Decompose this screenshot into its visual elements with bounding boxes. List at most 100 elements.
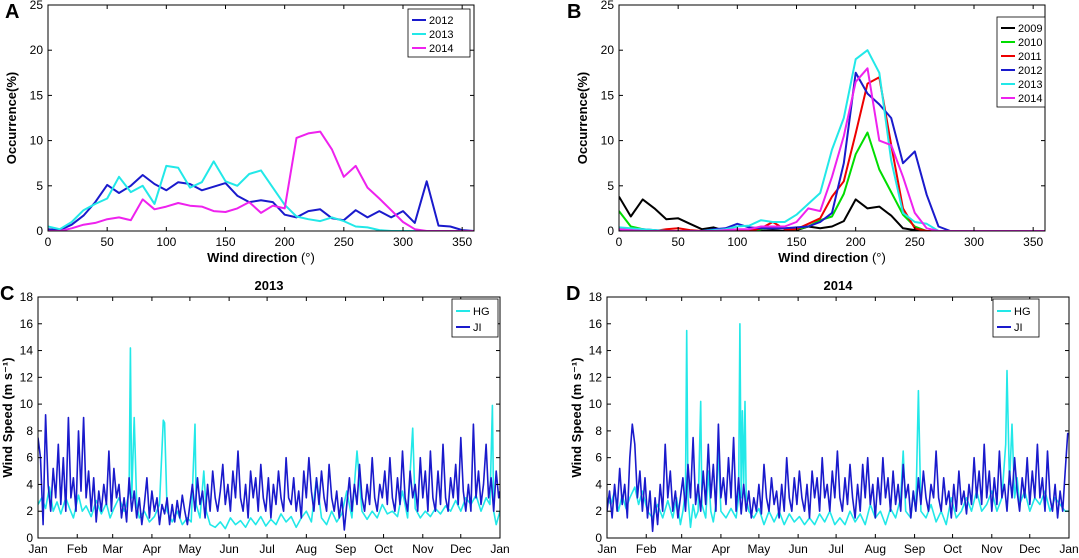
y-tick-label: 10 [601,134,615,148]
x-tick-label: 0 [45,235,52,249]
x-tick-label: Mar [671,542,692,556]
x-tick-label: Apr [143,542,162,556]
x-tick-label: Nov [412,542,433,556]
legend-box [451,298,499,338]
plot-area [38,347,500,531]
legend-label-2012: 2012 [1018,65,1042,77]
y-tick-label: 10 [20,397,34,411]
x-tick-label: Feb [67,542,88,556]
y-tick-label: 2 [595,504,602,518]
axes-frame [47,4,475,232]
panel-label: D [566,283,580,305]
y-tick-label: 4 [26,477,33,491]
panel-c: C 2013 Jan Feb Mar Apr May Jun Jul Aug Sep Oct Nov De… [0,278,510,556]
x-tick-label: 100 [156,235,176,249]
x-tick-label: Sep [335,542,357,556]
x-tick-label: Jan [28,542,47,556]
x-tick-label: Jan [1059,542,1078,556]
y-tick-label: 20 [30,43,44,57]
series-line-ji [607,423,1069,533]
y-tick-label: 0 [36,224,43,238]
legend-label-2009: 2009 [1018,23,1042,35]
x-tick-label: 250 [905,235,925,249]
y-tick-label: 6 [26,451,33,465]
series-line-2012 [619,71,1045,231]
x-tick-label: 0 [616,235,623,249]
axes-frame [37,296,501,539]
x-tick-label: 150 [215,235,235,249]
x-tick-label: Aug [865,542,886,556]
x-tick-label: Jul [259,542,274,556]
y-tick-label: 10 [589,397,603,411]
y-tick-label: 18 [589,290,603,304]
y-tick-label: 16 [20,317,34,331]
x-tick-label: Dec [450,542,471,556]
x-tick-label: Jun [788,542,807,556]
chart-title: 2013 [255,278,284,293]
legend-label-hg: HG [473,306,490,318]
x-tick-label: May [748,542,771,556]
x-tick-label: 50 [671,235,685,249]
y-axis-label: Occurrence(%) [4,72,19,164]
series-line-2014 [619,67,1045,231]
x-tick-label: 250 [334,235,354,249]
x-tick-label: 300 [393,235,413,249]
series-line-2010 [619,131,1045,231]
legend-label-2013: 2013 [1018,79,1042,91]
x-tick-label: Feb [636,542,657,556]
y-tick-label: 8 [595,424,602,438]
y-tick-label: 15 [601,88,615,102]
y-tick-label: 0 [595,531,602,545]
series-line-2014 [48,130,474,231]
legend-label-2013: 2013 [429,29,453,41]
y-axis-label: Wind Speed (m s⁻¹) [0,357,15,477]
legend-label-2014: 2014 [429,43,453,55]
x-tick-label: 200 [846,235,866,249]
y-tick-label: 8 [26,424,33,438]
legend-label-2012: 2012 [429,15,453,27]
y-tick-label: 15 [30,88,44,102]
x-tick-label: 150 [786,235,806,249]
axes-frame [606,296,1070,539]
series-line-2011 [619,76,1045,231]
x-tick-label: 350 [452,235,472,249]
y-tick-label: 4 [595,477,602,491]
series-line-2013 [48,160,474,231]
legend-label-2011: 2011 [1018,51,1042,63]
axes-frame [618,4,1046,232]
y-tick-label: 18 [20,290,34,304]
x-tick-label: 200 [275,235,295,249]
chart-title: 2014 [824,278,854,293]
x-tick-label: 300 [964,235,984,249]
y-tick-label: 20 [601,43,615,57]
series-line-hg [38,347,500,530]
y-tick-label: 16 [589,317,603,331]
x-tick-label: Dec [1019,542,1040,556]
panel-label: B [567,1,581,23]
y-tick-label: 0 [607,224,614,238]
legend-label-ji: JI [473,322,482,334]
y-tick-label: 6 [595,451,602,465]
plot-area [619,49,1045,231]
x-tick-label: Jul [828,542,843,556]
x-tick-label: Jan [490,542,509,556]
legend-box [992,298,1040,338]
legend-label-2014: 2014 [1018,93,1042,105]
y-tick-label: 5 [36,179,43,193]
x-tick-label: Apr [712,542,731,556]
y-tick-label: 12 [20,370,34,384]
series-line-ji [38,414,500,531]
x-tick-label: 50 [100,235,114,249]
y-tick-label: 10 [30,134,44,148]
legend-label-2010: 2010 [1018,37,1042,49]
y-tick-label: 25 [30,0,44,12]
legend-label-hg: HG [1014,306,1031,318]
series-line-2013 [619,49,1045,231]
y-tick-label: 12 [589,370,603,384]
x-tick-label: 350 [1023,235,1043,249]
panel-b: B 0 50 100 150 200 250 300 350 0 5 10 15 20 25 Wind dir… [567,0,1046,265]
x-axis-label: Wind direction (°) [207,250,315,265]
plot-area [48,130,474,231]
x-axis-label: Wind direction (°) [778,250,886,265]
